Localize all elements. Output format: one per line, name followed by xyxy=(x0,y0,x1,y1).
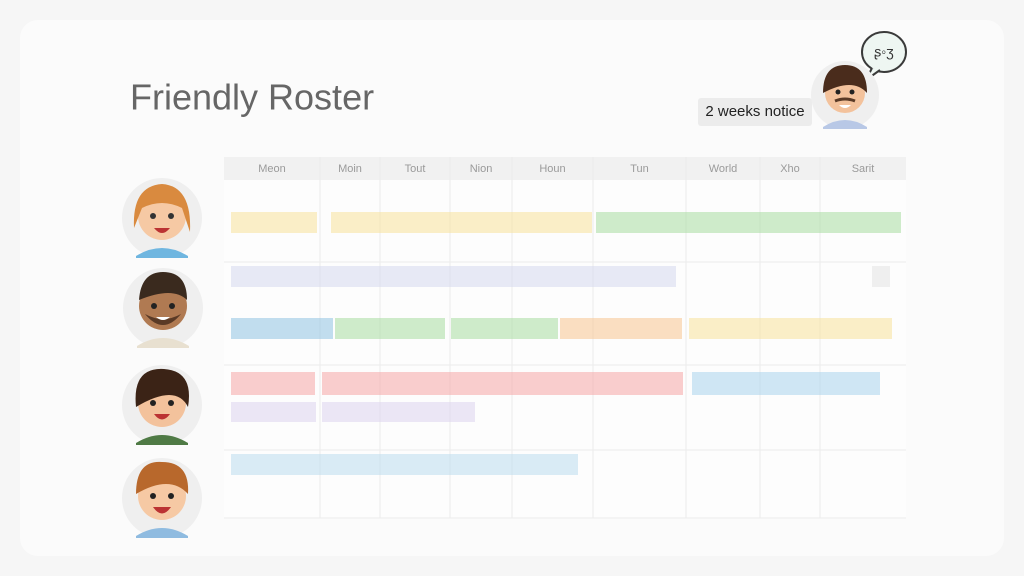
avatars xyxy=(122,61,879,538)
column-header: World xyxy=(709,163,738,175)
avatar xyxy=(122,365,202,445)
column-header: Tout xyxy=(405,163,426,175)
title: Friendly Roster xyxy=(130,77,374,118)
notice-badge xyxy=(698,98,812,126)
svg-text:ʂ◦ʒ: ʂ◦ʒ xyxy=(874,44,894,60)
avatar xyxy=(122,458,202,538)
column-header: Moin xyxy=(338,163,362,175)
avatar xyxy=(811,61,879,129)
column-header: Tun xyxy=(630,163,649,175)
column-header: Sarit xyxy=(852,163,875,175)
shift-bars xyxy=(231,212,901,475)
notice-text: 2 weeks notice xyxy=(705,103,804,120)
table-header xyxy=(224,157,906,180)
column-header: Houn xyxy=(539,163,565,175)
column-header: Xho xyxy=(780,163,800,175)
column-header: Nion xyxy=(470,163,493,175)
avatar xyxy=(122,178,202,258)
speech-bubble: ʂ◦ʒ xyxy=(861,31,907,81)
avatar xyxy=(123,268,203,348)
column-header: Meon xyxy=(258,163,286,175)
